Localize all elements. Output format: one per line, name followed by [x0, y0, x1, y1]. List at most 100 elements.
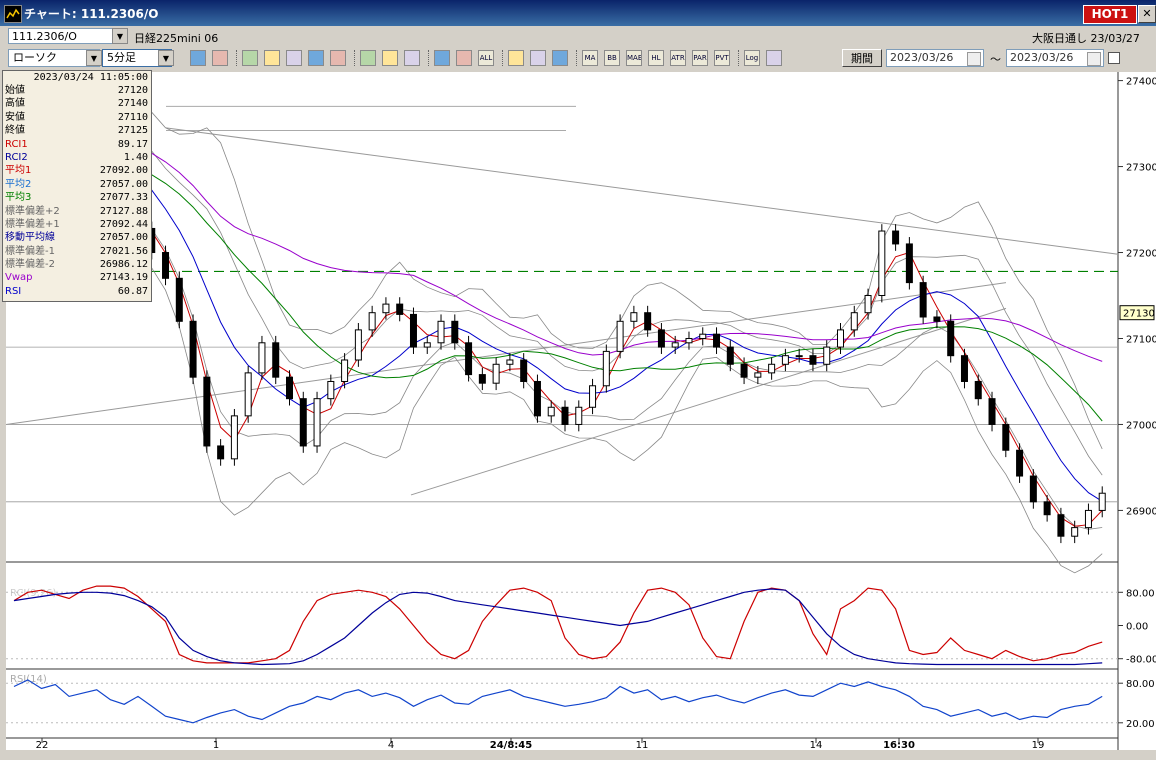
toolbar-pen-button[interactable] [360, 50, 376, 66]
info-label: RCI1 [5, 138, 28, 150]
realtime-checkbox[interactable] [1108, 52, 1120, 64]
candle-body [740, 363, 748, 378]
info-label: 安値 [5, 111, 25, 123]
toolbar-atr-button[interactable]: ATR [670, 50, 686, 66]
toolbar-zoom-button[interactable] [190, 50, 206, 66]
toolbar-draw-1-button[interactable] [242, 50, 258, 66]
candle-body [437, 320, 445, 344]
toolbar-undo-button[interactable] [404, 50, 420, 66]
rci-tick-label: 0.00 [1126, 622, 1148, 633]
info-row: 安値 27110 [3, 111, 151, 124]
rci-short-line [13, 585, 1103, 664]
toolbar-draw-5-button[interactable] [330, 50, 346, 66]
candle-body [520, 359, 528, 382]
candle-body [492, 363, 500, 384]
date-to-input[interactable]: 2023/03/26 [1006, 49, 1104, 67]
candle-body [175, 277, 183, 322]
toolbar-all-button[interactable]: ALL [478, 50, 494, 66]
toolbar-export-button[interactable] [766, 50, 782, 66]
symbol-code-input[interactable]: 111.2306/O [8, 28, 126, 44]
candle-body [919, 282, 927, 318]
candle-body [382, 303, 390, 314]
info-row: Vwap 27143.19 [3, 271, 151, 284]
toolbar-draw-4-button[interactable] [308, 50, 324, 66]
period-button[interactable]: 期間 [842, 49, 882, 67]
chart-type-select[interactable]: ローソク [8, 49, 100, 67]
time-tick-label: 19 [1032, 740, 1045, 750]
info-value: 27021.56 [99, 245, 148, 257]
candle-body [258, 342, 266, 374]
interval-select[interactable]: 5分足 [102, 49, 172, 67]
info-value: 27127.88 [99, 205, 148, 217]
toolbar-log-button[interactable]: Log [744, 50, 760, 66]
candle-body [602, 350, 610, 387]
candle-body [947, 320, 955, 357]
calendar-icon[interactable] [967, 52, 981, 66]
info-label: 高値 [5, 98, 25, 110]
close-button[interactable]: ✕ [1138, 5, 1156, 23]
toolbar-pvt-button[interactable]: PVT [714, 50, 730, 66]
toolbar-draw-2-button[interactable] [264, 50, 280, 66]
candle-body [478, 374, 486, 384]
info-label: 平均3 [5, 192, 32, 204]
toolbar-bb-button[interactable]: BB [604, 50, 620, 66]
rsi-tick-label: 20.00 [1126, 719, 1155, 730]
info-label: 標準偏差-1 [5, 245, 55, 257]
candle-body [368, 312, 376, 331]
toolbar-par-button[interactable]: PAR [692, 50, 708, 66]
toolbar-hl-button[interactable]: HL [648, 50, 664, 66]
candle-body [933, 316, 941, 322]
candle-body [409, 313, 417, 348]
interval-dropdown-button[interactable]: ▼ [158, 50, 174, 66]
rsi-title: RSI(14) [10, 674, 47, 685]
toolbar-grid-button[interactable] [212, 50, 228, 66]
candle-body [1071, 527, 1079, 537]
candle-body [726, 346, 734, 365]
candle-body [795, 355, 803, 358]
hot1-button[interactable]: HOT1 [1083, 5, 1137, 24]
info-label: Vwap [5, 272, 33, 284]
moving-average-3 [13, 131, 1103, 422]
candle-body [354, 329, 362, 361]
symbol-name: 日経225mini 06 [134, 32, 219, 45]
toolbar-bar-b-button[interactable] [456, 50, 472, 66]
toolbar-ma-button[interactable]: MA [582, 50, 598, 66]
candle-body [864, 295, 872, 314]
chart-type-dropdown-button[interactable]: ▼ [86, 50, 102, 66]
toolbar-draw-3-button[interactable] [286, 50, 302, 66]
info-value: 27077.33 [99, 192, 148, 204]
toolbar-cursor-button[interactable] [382, 50, 398, 66]
toolbar-wrench-button[interactable] [530, 50, 546, 66]
candle-body [713, 333, 721, 348]
last-price-marker [1119, 305, 1155, 321]
bollinger-band [13, 123, 1103, 476]
info-row: 標準偏差-1 27021.56 [3, 245, 151, 258]
toolbar-settings-button[interactable] [508, 50, 524, 66]
price-tick-label: 27200 [1126, 249, 1156, 260]
date-from-input[interactable]: 2023/03/26 [886, 49, 984, 67]
time-tick-label: 1 [213, 740, 219, 750]
info-label: 標準偏差+1 [5, 218, 60, 230]
candle-body [217, 445, 225, 460]
toolbar-separator [738, 50, 741, 66]
toolbar-palette-button[interactable] [552, 50, 568, 66]
toolbar-mae-button[interactable]: MAE [626, 50, 642, 66]
candle-body [616, 320, 624, 352]
candle-body [960, 355, 968, 382]
info-row: RCI1 89.17 [3, 138, 151, 151]
candle-body [286, 376, 293, 400]
time-tick-label: 11 [636, 740, 649, 750]
bollinger-band [13, 144, 1103, 574]
info-label: 標準偏差-2 [5, 259, 55, 271]
candle-body [905, 243, 913, 284]
info-value: 27092.44 [99, 218, 148, 230]
symbol-dropdown-button[interactable]: ▼ [112, 28, 128, 44]
info-label: 平均2 [5, 178, 32, 190]
info-value: 27110 [117, 111, 148, 123]
candle-body [1002, 423, 1010, 451]
calendar-icon[interactable] [1087, 52, 1101, 66]
candle-body [892, 230, 900, 245]
toolbar-bar-a-button[interactable] [434, 50, 450, 66]
info-panel: 2023/03/24 11:05:00 始値 27120 高値 27140 安値 2711… [2, 70, 152, 302]
